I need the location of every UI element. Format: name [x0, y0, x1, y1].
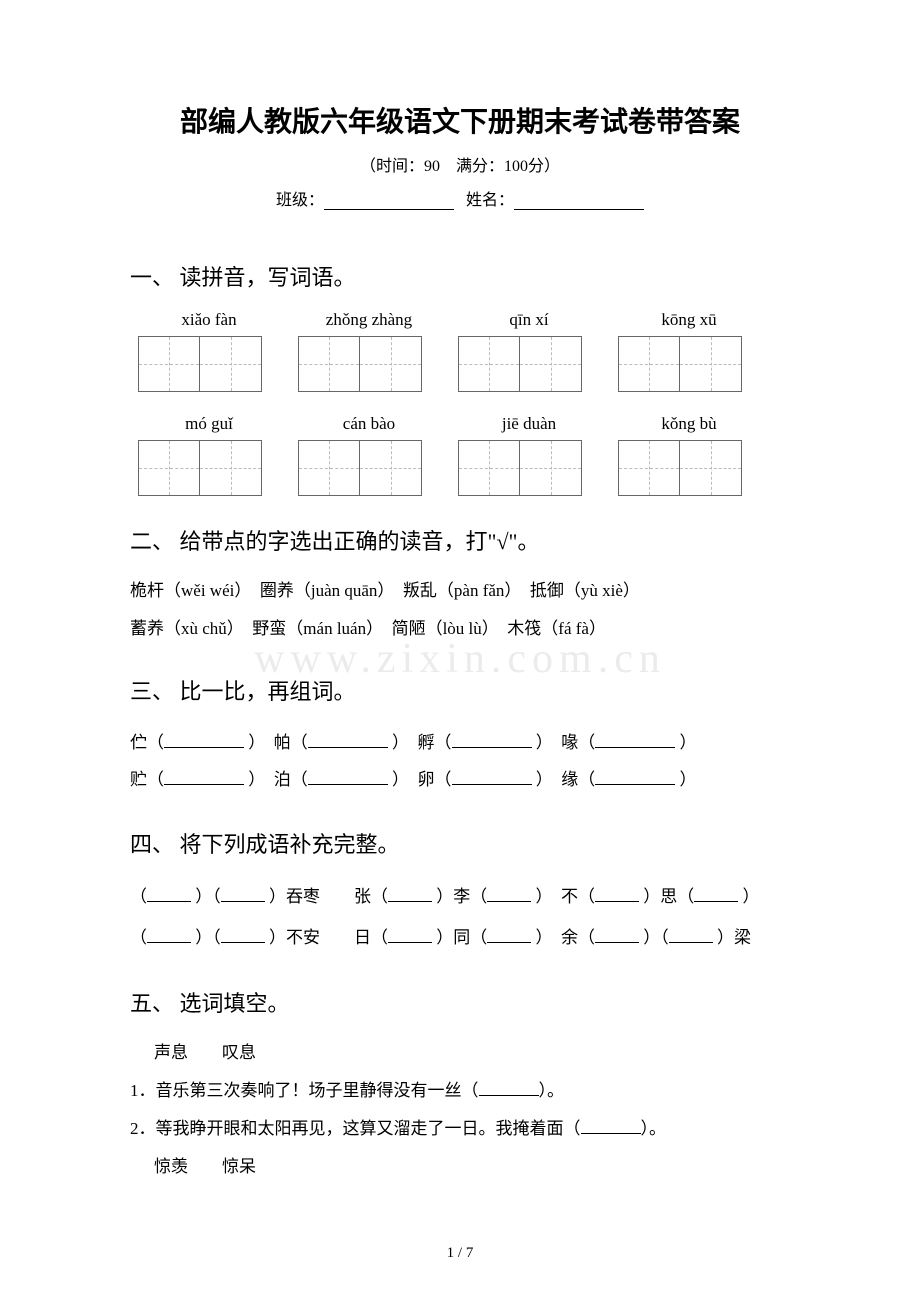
answer-blank[interactable] [308, 732, 388, 748]
text: ） 余（ [536, 928, 596, 947]
text: （ [130, 928, 147, 947]
pinyin-label: jiē duàn [474, 414, 584, 434]
text: ）。 [539, 1081, 565, 1100]
answer-blank[interactable] [388, 927, 432, 943]
page-number: 1 / 7 [447, 1245, 474, 1262]
answer-blank[interactable] [581, 1118, 641, 1134]
answer-blank[interactable] [308, 769, 388, 785]
char-box-pair[interactable] [618, 440, 742, 496]
answer-blank[interactable] [221, 886, 265, 902]
name-label: 姓名： [466, 192, 514, 209]
answer-blank[interactable] [388, 886, 432, 902]
char-box-pair[interactable] [618, 336, 742, 392]
pinyin-label: mó guǐ [154, 414, 264, 434]
section-1-heading: 一、 读拼音，写词语。 [130, 260, 790, 292]
text: ）吞枣 张（ [269, 887, 388, 906]
text: 1．音乐第三次奏响了！场子里静得没有一丝（ [130, 1081, 479, 1100]
answer-blank[interactable] [595, 886, 639, 902]
pinyin-label: kǒng bù [634, 414, 744, 434]
text: ）梁 [717, 928, 751, 947]
answer-blank[interactable] [694, 886, 738, 902]
answer-blank[interactable] [147, 927, 191, 943]
s5-word-pair-1: 声息 叹息 [130, 1036, 790, 1070]
pinyin-label: kōng xū [634, 310, 744, 330]
student-info-row: 班级： 姓名： [130, 186, 790, 210]
text: 2．等我睁开眼和太阳再见，这算又溜走了一日。我掩着面（ [130, 1119, 581, 1138]
text: ） [680, 770, 697, 789]
s4-row1: （ ）（ ）吞枣 张（ ）李（ ） 不（ ）思（ ） [130, 877, 790, 918]
text: ）李（ [436, 887, 487, 906]
text: ） 喙（ [536, 733, 596, 752]
s3-row1: 伫（ ） 帕（ ） 孵（ ） 喙（ ） [130, 724, 790, 761]
text: ） 帕（ [248, 733, 308, 752]
section-4-heading: 四、 将下列成语补充完整。 [130, 827, 790, 859]
answer-blank[interactable] [164, 769, 244, 785]
s2-line1: 桅杆（wěi wéi） 圈养（juàn quān） 叛乱（pàn fǎn） 抵御… [130, 574, 790, 608]
pinyin-label: xiǎo fàn [154, 310, 264, 330]
char-box-pair[interactable] [298, 336, 422, 392]
section-3-heading: 三、 比一比，再组词。 [130, 674, 790, 706]
char-box-pair[interactable] [138, 440, 262, 496]
text: ） 泊（ [248, 770, 308, 789]
name-blank[interactable] [514, 192, 644, 210]
s3-row2: 贮（ ） 泊（ ） 卵（ ） 缘（ ） [130, 761, 790, 798]
char-box-pair[interactable] [458, 336, 582, 392]
char-box-pair[interactable] [138, 336, 262, 392]
exam-title: 部编人教版六年级语文下册期末考试卷带答案 [130, 100, 790, 140]
text: ） 孵（ [392, 733, 452, 752]
pinyin-label: cán bào [314, 414, 424, 434]
s4-row2: （ ）（ ）不安 日（ ）同（ ） 余（ ）（ ）梁 [130, 918, 790, 959]
exam-subtitle: （时间：90 满分：100分） [130, 152, 790, 176]
answer-blank[interactable] [452, 769, 532, 785]
answer-blank[interactable] [221, 927, 265, 943]
char-box-row-1 [130, 336, 790, 392]
pinyin-row-1: xiǎo fàn zhǒng zhàng qīn xí kōng xū [130, 310, 790, 330]
char-box-row-2 [130, 440, 790, 496]
page-content: 部编人教版六年级语文下册期末考试卷带答案 （时间：90 满分：100分） 班级：… [130, 100, 790, 1184]
text: ）（ [643, 928, 669, 947]
answer-blank[interactable] [479, 1080, 539, 1096]
answer-blank[interactable] [487, 886, 531, 902]
s5-q2: 2．等我睁开眼和太阳再见，这算又溜走了一日。我掩着面（ ）。 [130, 1112, 790, 1146]
text: ）（ [195, 887, 221, 906]
answer-blank[interactable] [595, 732, 675, 748]
section-2-heading: 二、 给带点的字选出正确的读音，打"√"。 [130, 524, 790, 556]
text: ）同（ [436, 928, 487, 947]
s5-word-pair-2: 惊羡 惊呆 [130, 1150, 790, 1184]
answer-blank[interactable] [595, 927, 639, 943]
text: ） 卵（ [392, 770, 452, 789]
char-box-pair[interactable] [458, 440, 582, 496]
answer-blank[interactable] [452, 732, 532, 748]
answer-blank[interactable] [487, 927, 531, 943]
s5-q1: 1．音乐第三次奏响了！场子里静得没有一丝（ ）。 [130, 1074, 790, 1108]
text: ）。 [641, 1119, 667, 1138]
text: ） 不（ [536, 887, 596, 906]
section-5-heading: 五、 选词填空。 [130, 986, 790, 1018]
char-box-pair[interactable] [298, 440, 422, 496]
s2-line2: 蓄养（xù chǔ） 野蛮（mán luán） 简陋（lòu lù） 木筏（fá… [130, 612, 790, 646]
text: ）不安 日（ [269, 928, 388, 947]
text: （ [130, 887, 147, 906]
answer-blank[interactable] [164, 732, 244, 748]
pinyin-row-2: mó guǐ cán bào jiē duàn kǒng bù [130, 414, 790, 434]
class-label: 班级： [276, 192, 324, 209]
answer-blank[interactable] [147, 886, 191, 902]
answer-blank[interactable] [595, 769, 675, 785]
class-blank[interactable] [324, 192, 454, 210]
pinyin-label: qīn xí [474, 310, 584, 330]
text: ） [743, 887, 760, 906]
text: 伫（ [130, 733, 164, 752]
text: ）（ [195, 928, 221, 947]
pinyin-label: zhǒng zhàng [314, 310, 424, 330]
answer-blank[interactable] [669, 927, 713, 943]
text: ） [680, 733, 697, 752]
text: 贮（ [130, 770, 164, 789]
text: ）思（ [643, 887, 694, 906]
text: ） 缘（ [536, 770, 596, 789]
